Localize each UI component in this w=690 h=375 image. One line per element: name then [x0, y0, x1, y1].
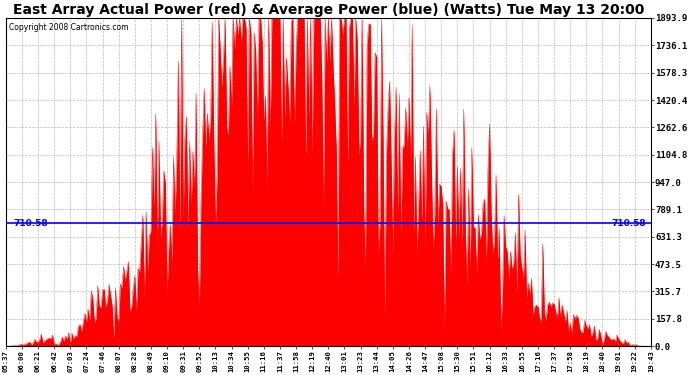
Text: Copyright 2008 Cartronics.com: Copyright 2008 Cartronics.com [9, 23, 128, 32]
Text: 710.58: 710.58 [611, 219, 646, 228]
Title: East Array Actual Power (red) & Average Power (blue) (Watts) Tue May 13 20:00: East Array Actual Power (red) & Average … [12, 3, 644, 17]
Text: 710.58: 710.58 [14, 219, 48, 228]
